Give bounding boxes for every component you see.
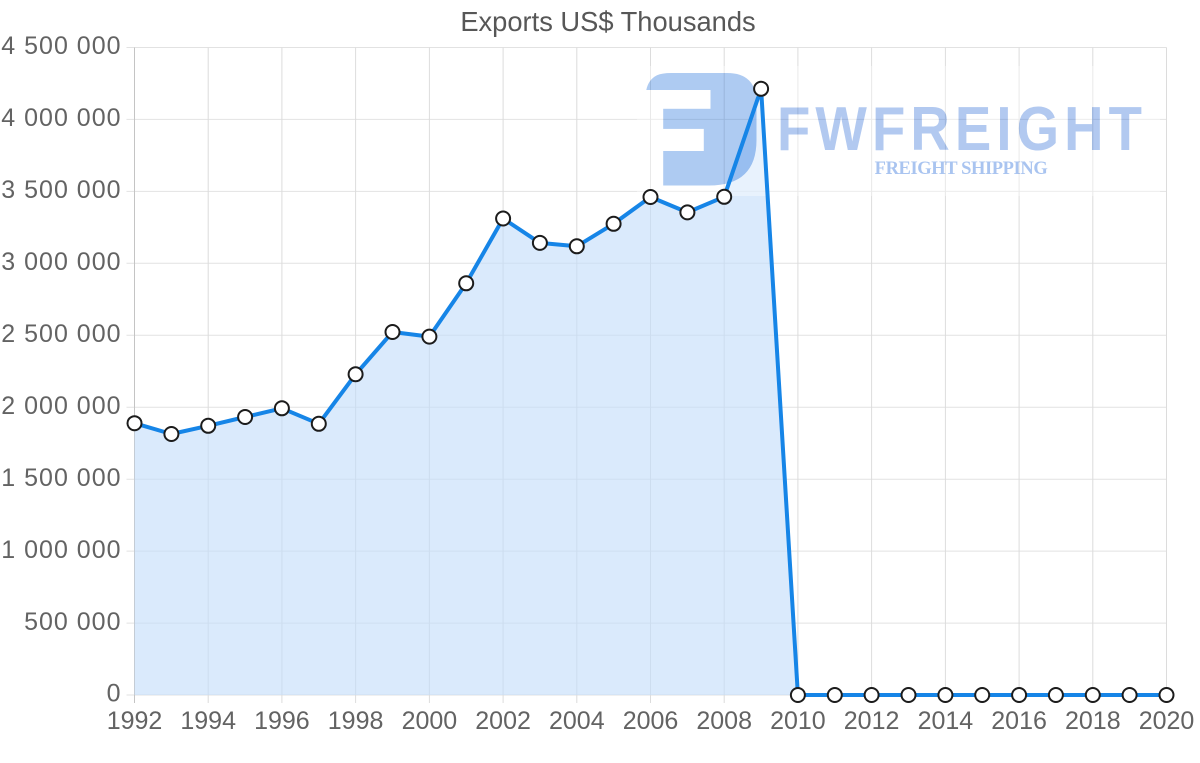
svg-text:2000: 2000 (402, 707, 458, 735)
svg-text:2002: 2002 (475, 707, 531, 735)
svg-text:2010: 2010 (770, 707, 826, 735)
svg-text:2014: 2014 (918, 707, 974, 735)
svg-text:500 000: 500 000 (24, 608, 121, 636)
svg-text:3 000 000: 3 000 000 (1, 248, 121, 276)
svg-text:4 000 000: 4 000 000 (1, 104, 121, 132)
svg-text:2006: 2006 (623, 707, 679, 735)
svg-text:1996: 1996 (254, 707, 310, 735)
svg-text:2 500 000: 2 500 000 (1, 320, 121, 348)
svg-text:1998: 1998 (328, 707, 384, 735)
svg-text:Exports US$ Thousands: Exports US$ Thousands (460, 6, 755, 37)
svg-text:FWFREIGHT: FWFREIGHT (777, 95, 1147, 164)
svg-text:3 500 000: 3 500 000 (1, 176, 121, 204)
svg-text:2020: 2020 (1139, 707, 1195, 735)
svg-text:2004: 2004 (549, 707, 605, 735)
svg-text:1992: 1992 (107, 707, 163, 735)
svg-text:FREIGHT SHIPPING: FREIGHT SHIPPING (875, 159, 1048, 179)
svg-text:1 000 000: 1 000 000 (1, 536, 121, 564)
svg-text:2018: 2018 (1065, 707, 1121, 735)
svg-text:1 500 000: 1 500 000 (1, 464, 121, 492)
svg-text:2016: 2016 (991, 707, 1047, 735)
svg-text:2008: 2008 (696, 707, 752, 735)
svg-text:0: 0 (107, 680, 122, 708)
svg-text:2012: 2012 (844, 707, 900, 735)
svg-text:1994: 1994 (180, 707, 236, 735)
svg-text:2 000 000: 2 000 000 (1, 392, 121, 420)
svg-text:4 500 000: 4 500 000 (1, 32, 121, 60)
